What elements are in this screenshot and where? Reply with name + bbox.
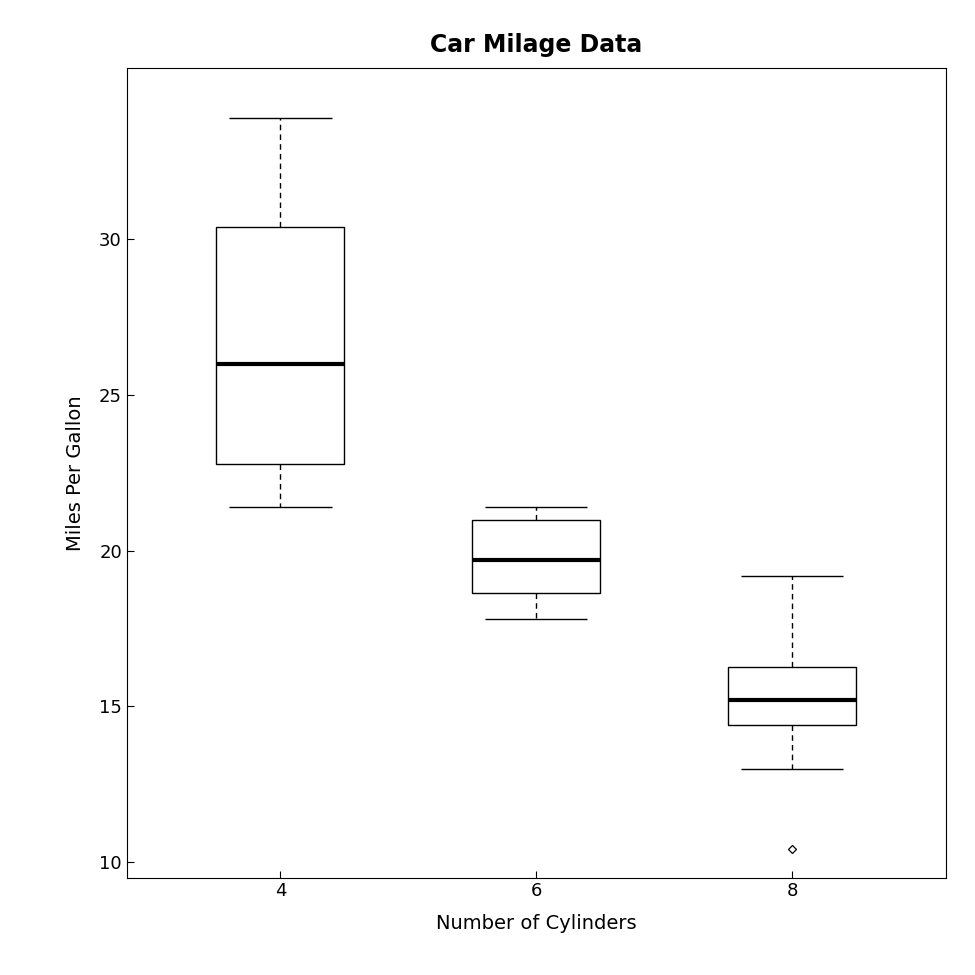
Bar [472, 520, 601, 593]
Y-axis label: Miles Per Gallon: Miles Per Gallon [66, 395, 85, 551]
Bar [728, 668, 856, 725]
Title: Car Milage Data: Car Milage Data [430, 32, 643, 57]
Bar [216, 227, 344, 463]
X-axis label: Number of Cylinders: Number of Cylinders [436, 915, 637, 933]
